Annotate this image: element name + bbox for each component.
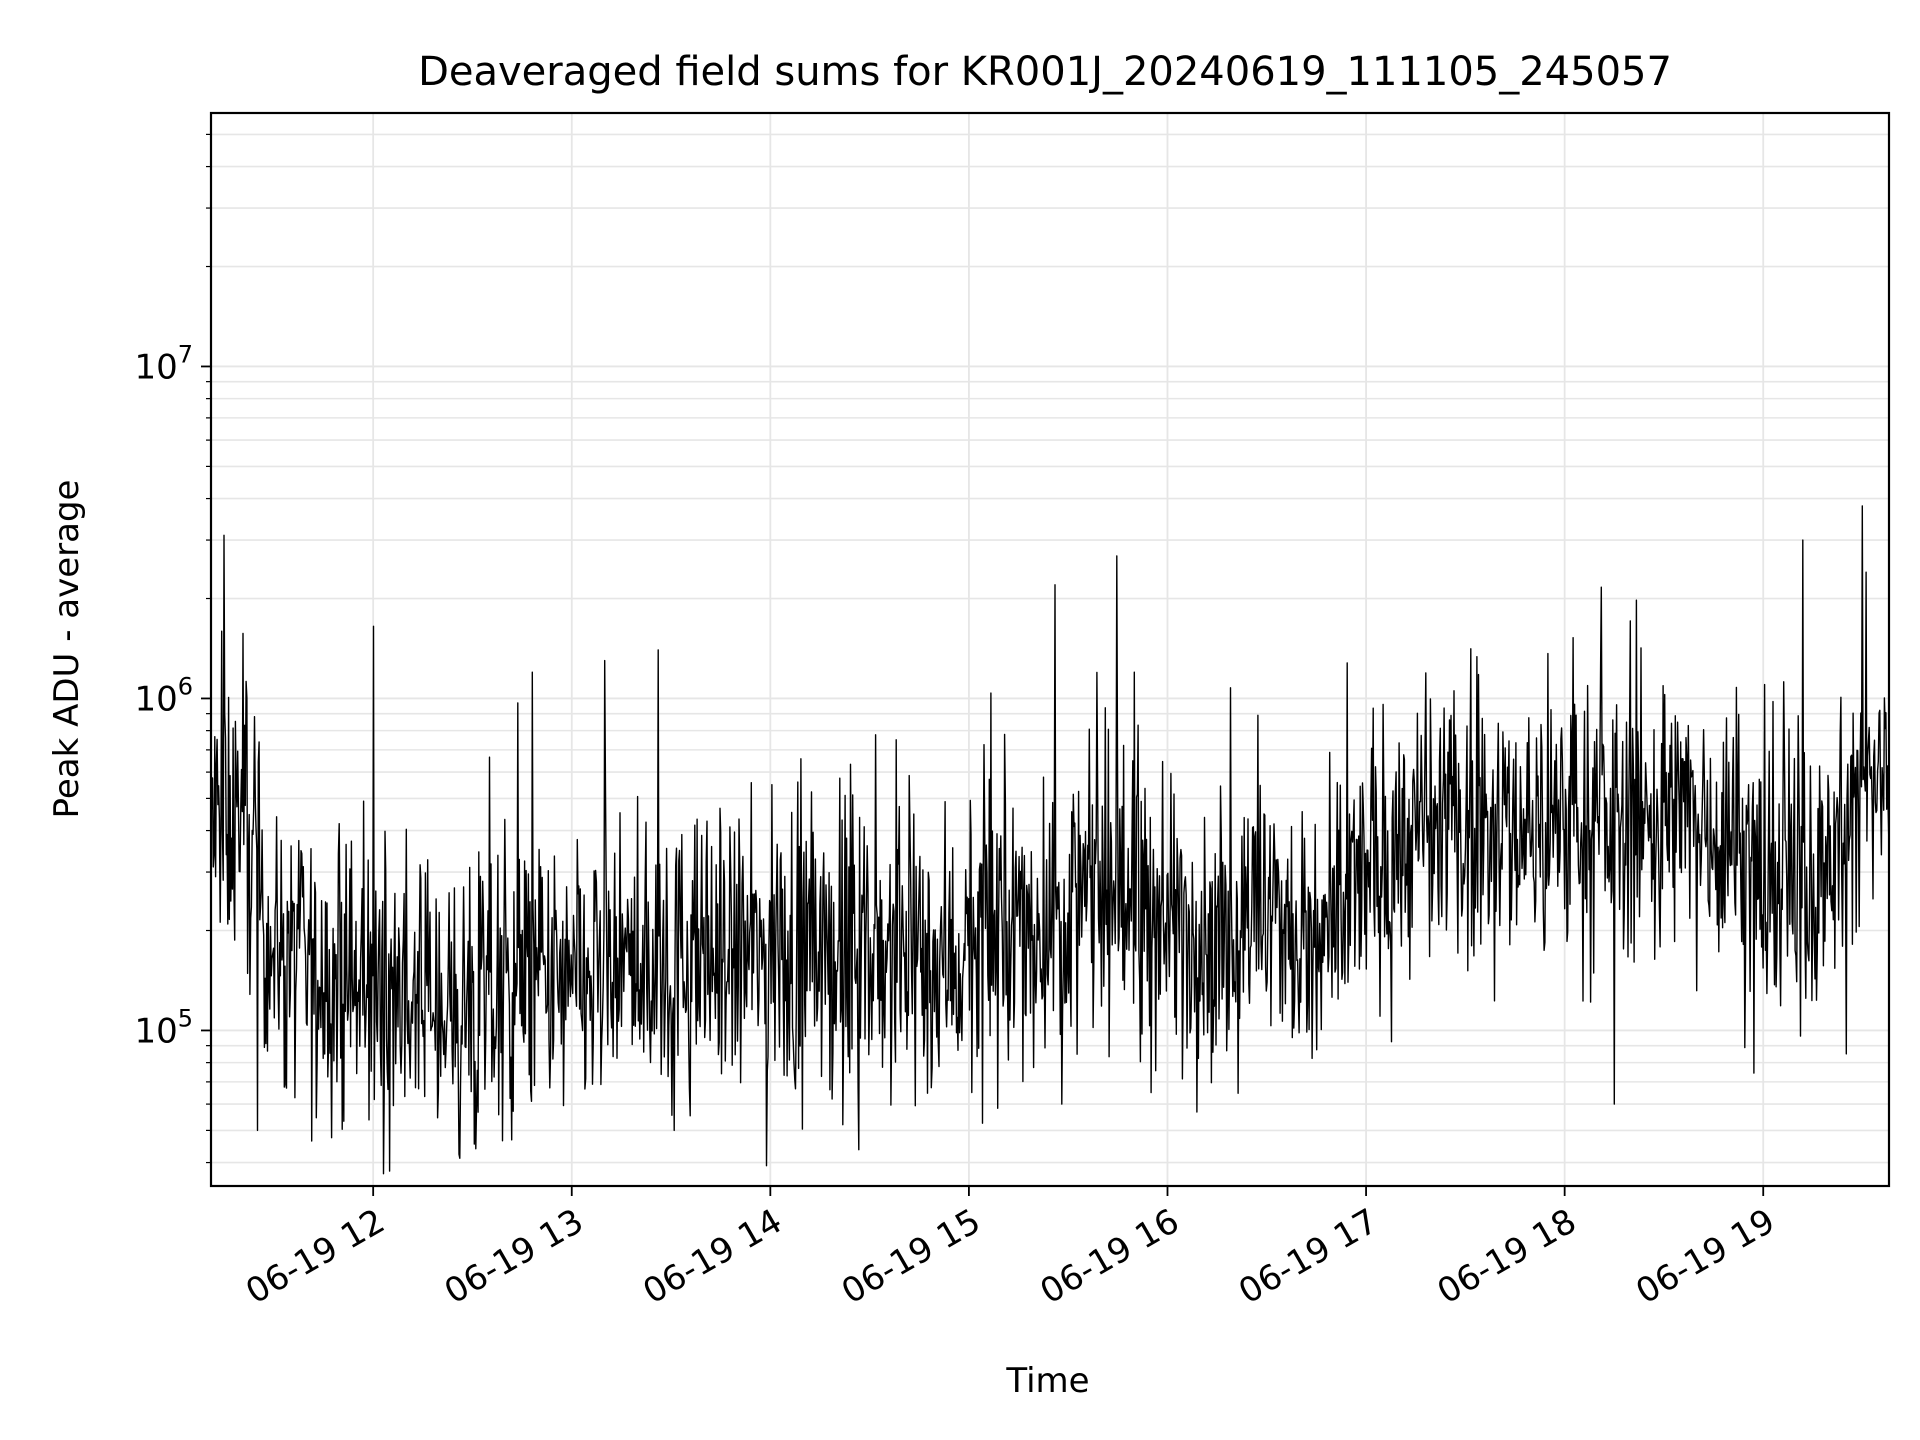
x-axis-label: Time <box>1005 1361 1089 1401</box>
series-line <box>210 505 1890 1175</box>
y-tick-label: 107 <box>134 340 193 387</box>
chart-title: Deaveraged field sums for KR001J_2024061… <box>418 49 1672 95</box>
y-axis-ticks: 105 106 107 <box>134 133 211 1164</box>
y-tick-label: 105 <box>134 1004 193 1051</box>
plot-area <box>209 111 1891 1188</box>
grid-minor-lines <box>211 133 1889 1164</box>
y-tick-label: 106 <box>134 672 193 719</box>
plot-frame <box>209 111 1891 1188</box>
y-axis-label: Peak ADU - average <box>47 480 87 819</box>
